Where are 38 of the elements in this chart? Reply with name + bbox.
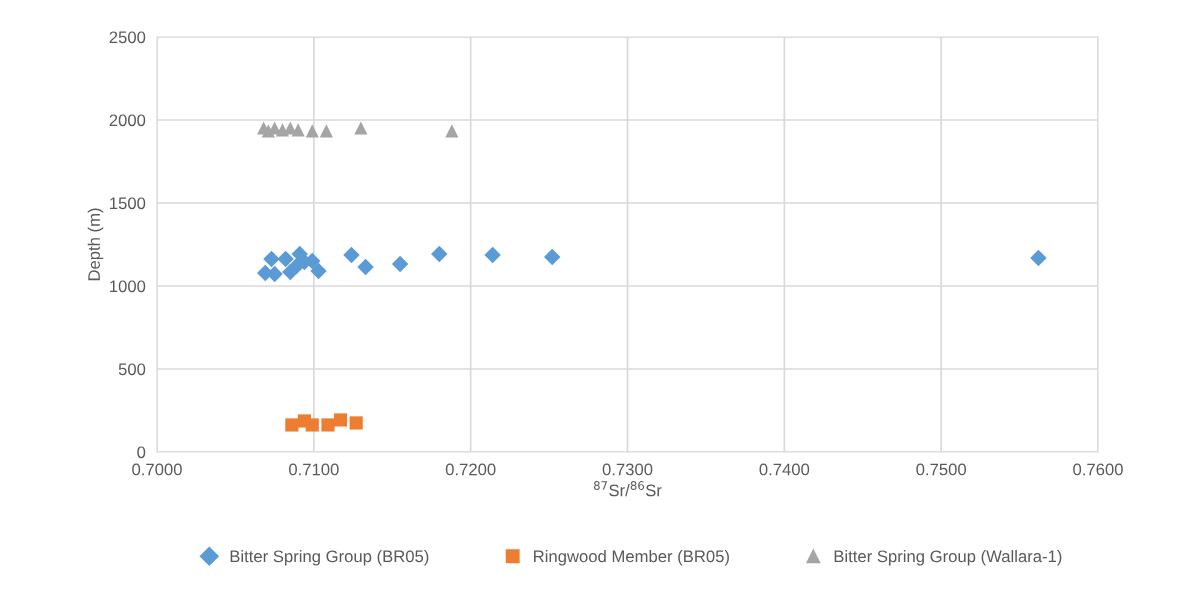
point (391, 255, 409, 273)
point (310, 262, 327, 280)
point (484, 246, 501, 264)
x-tick-label: 0.7600 (1073, 463, 1123, 476)
legend-label: Bitter Spring Group (Wallara-1) (834, 550, 1062, 566)
y-tick-label: 0 (137, 446, 146, 459)
x-tick-label: 0.7100 (289, 463, 339, 476)
point (263, 250, 280, 268)
point (291, 123, 305, 137)
point (431, 245, 448, 263)
y-tick-label: 1500 (110, 197, 146, 210)
point (1030, 249, 1047, 267)
point (319, 124, 333, 138)
legend-label: Ringwood Member (BR05) (534, 550, 729, 566)
x-tick-label: 0.7400 (759, 463, 810, 476)
point (544, 248, 561, 266)
x-tick-label: 0.7300 (602, 463, 653, 476)
point (343, 246, 360, 264)
point (357, 258, 374, 276)
legend-label: Bitter Spring Group (BR05) (230, 550, 429, 566)
point (354, 121, 368, 135)
y-axis-title: Depth (m) (87, 208, 104, 281)
point (333, 413, 348, 427)
point (305, 124, 319, 138)
point (305, 418, 319, 432)
y-tick-label: 1000 (110, 280, 146, 293)
point (285, 418, 299, 432)
point (349, 416, 363, 430)
y-tick-label: 2000 (109, 114, 146, 127)
y-tick-label: 2500 (109, 31, 146, 44)
x-tick-label: 0.7500 (916, 463, 967, 476)
point (277, 250, 294, 268)
x-tick-label: 0.7000 (132, 463, 182, 476)
x-tick-label: 0.7200 (445, 463, 496, 476)
y-tick-label: 500 (118, 363, 146, 376)
point (321, 418, 335, 432)
point (445, 124, 459, 138)
x-axis-title: $^{87}$Sr/$^{86}$Sr (593, 481, 662, 497)
